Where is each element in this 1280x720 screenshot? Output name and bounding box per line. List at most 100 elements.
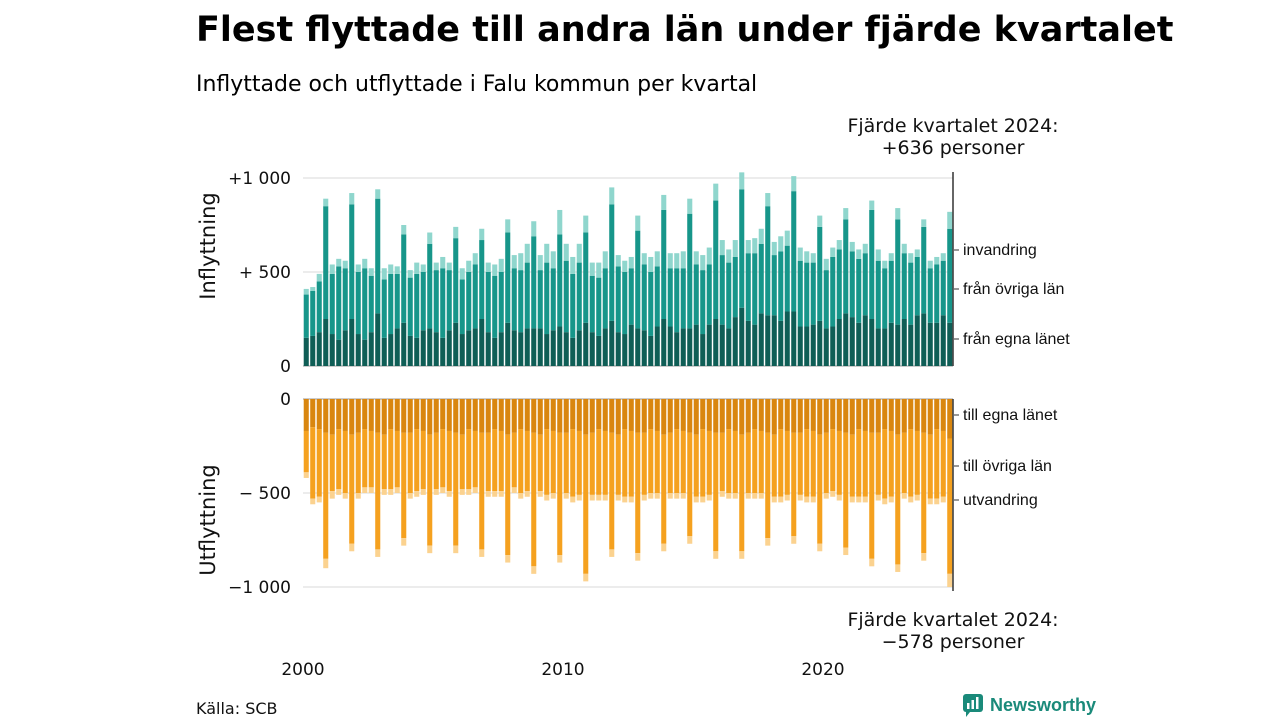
bar-inflow-1-q10 [362,339,368,366]
bar-outflow-2-q55 [654,430,660,493]
bar-inflow-1-q28 [479,319,485,366]
bar-inflow-3-q49 [615,255,621,267]
bar-outflow-1-q92 [895,399,901,435]
bar-outflow-3-q7 [342,493,348,499]
bar-outflow-3-q41 [563,493,569,499]
bar-inflow-1-q79 [810,324,816,366]
bar-inflow-3-q88 [869,200,875,210]
bar-inflow-1-q29 [485,332,491,366]
bar-inflow-3-q42 [570,256,576,274]
bar-inflow-2-q94 [908,262,914,325]
bar-inflow-1-q78 [804,326,810,366]
bar-inflow-3-q19 [420,264,426,272]
bar-outflow-2-q58 [674,429,680,493]
bar-outflow-3-q2 [310,498,316,505]
bar-inflow-1-q21 [433,332,439,366]
bar-outflow-3-q83 [836,494,842,501]
bar-inflow-3-q15 [394,266,400,274]
legend-label-outflow-1: till egna länet [963,407,1058,424]
bar-inflow-1-q54 [648,335,654,366]
bar-outflow-2-q26 [466,429,472,490]
bar-outflow-3-q16 [401,538,407,546]
bar-outflow-3-q4 [323,558,329,569]
bar-inflow-3-q29 [485,262,491,272]
legend-label-inflow-3: invandring [963,242,1037,259]
bar-inflow-1-q66 [726,328,732,366]
bar-inflow-1-q50 [622,334,628,366]
bar-inflow-2-q53 [641,264,647,331]
bar-outflow-3-q39 [550,493,556,499]
bar-inflow-2-q43 [576,262,582,331]
bar-outflow-1-q41 [563,399,569,433]
bar-inflow-2-q8 [349,204,355,319]
bar-inflow-2-q82 [830,256,836,327]
bar-outflow-1-q84 [843,399,849,433]
bar-inflow-1-q22 [440,337,446,366]
y-tick-outflow-1: − 500 [239,484,291,504]
bar-outflow-2-q20 [427,434,433,546]
bar-outflow-2-q54 [648,429,654,493]
bar-inflow-1-q34 [518,332,524,366]
brand-logo-bar1 [967,703,970,709]
bar-outflow-3-q46 [596,494,602,501]
bar-outflow-3-q51 [628,496,634,503]
bar-inflow-2-q1 [303,294,309,338]
bar-outflow-1-q13 [381,399,387,435]
bar-outflow-3-q34 [518,493,524,499]
bar-outflow-2-q73 [771,434,777,497]
bar-outflow-2-q62 [700,429,706,497]
bar-outflow-3-q44 [583,573,589,582]
bar-outflow-1-q36 [531,399,537,433]
bar-outflow-3-q81 [823,493,829,499]
bar-outflow-1-q40 [557,399,563,433]
bar-outflow-3-q71 [758,493,764,499]
bar-outflow-1-q81 [823,399,829,433]
bar-outflow-1-q4 [323,399,329,433]
bar-inflow-1-q23 [446,330,452,366]
bar-inflow-2-q9 [355,272,361,335]
bar-inflow-2-q88 [869,209,875,319]
bar-inflow-3-q26 [466,260,472,272]
bar-outflow-1-q91 [888,399,894,431]
bar-outflow-3-q29 [485,491,491,497]
bar-outflow-3-q15 [394,487,400,493]
bar-outflow-1-q7 [342,399,348,431]
bar-inflow-3-q18 [414,262,420,274]
bar-inflow-1-q60 [687,328,693,366]
bar-outflow-3-q95 [914,494,920,501]
bar-outflow-1-q28 [479,399,485,433]
bar-outflow-1-q21 [433,399,439,433]
bar-inflow-1-q59 [680,328,686,366]
bar-outflow-2-q6 [336,429,342,490]
bar-outflow-3-q73 [771,496,777,503]
bar-inflow-3-q3 [316,273,322,282]
outflow-bars [303,399,953,587]
bar-outflow-2-q90 [882,429,888,499]
legend-label-inflow-1: från egna länet [963,330,1070,348]
bar-outflow-3-q96 [921,553,927,561]
bar-inflow-1-q39 [550,330,556,366]
bar-outflow-3-q6 [336,489,342,495]
bar-outflow-2-q49 [615,434,621,495]
bar-outflow-2-q45 [589,432,595,495]
brand-logo-bar2 [971,700,974,709]
bar-inflow-3-q64 [713,183,719,201]
bar-outflow-3-q52 [635,553,641,561]
brand-logo: Newsworthy [963,694,1096,717]
bar-outflow-1-q58 [674,399,680,430]
bar-outflow-1-q35 [524,399,530,431]
bar-inflow-2-q32 [505,232,511,323]
bar-inflow-3-q92 [895,208,901,220]
bar-outflow-1-q11 [368,399,374,431]
y-axis-ticks: 0 + 500 +1 000 0 − 500 −1 000 [228,169,291,598]
bar-inflow-2-q33 [511,268,517,331]
bar-inflow-2-q91 [888,260,894,323]
bar-inflow-1-q70 [752,324,758,366]
bar-inflow-3-q38 [544,243,550,263]
bar-outflow-1-q20 [427,399,433,435]
bar-inflow-2-q74 [778,251,784,321]
bar-outflow-2-q11 [368,430,374,488]
bar-outflow-1-q70 [752,399,758,430]
bar-outflow-3-q8 [349,543,355,552]
bar-outflow-1-q80 [817,399,823,435]
